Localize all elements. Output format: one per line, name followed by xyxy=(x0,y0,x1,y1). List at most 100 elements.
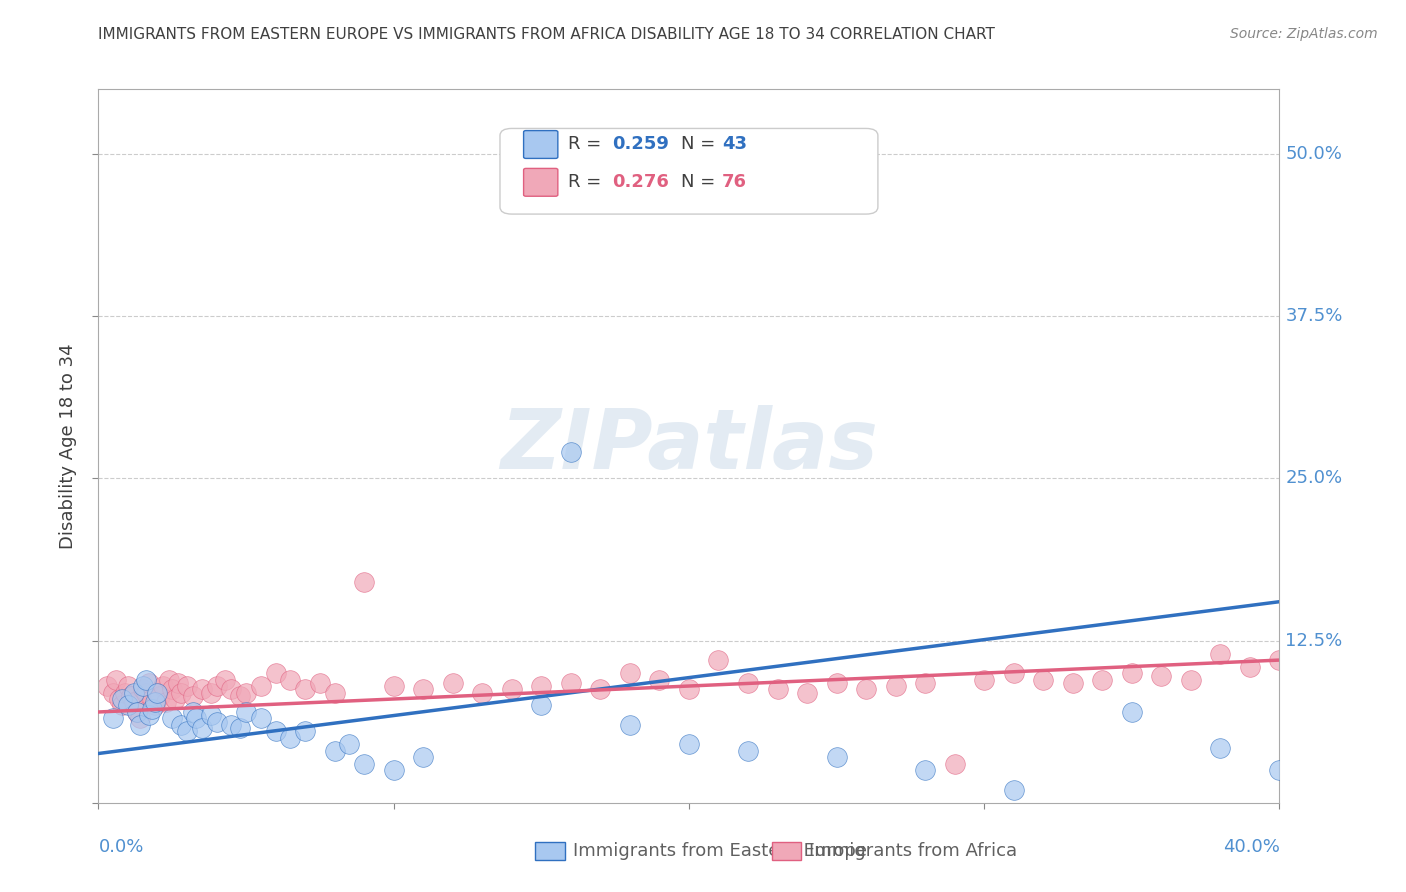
Point xyxy=(619,666,641,681)
Point xyxy=(323,744,346,758)
Point xyxy=(200,707,222,722)
Point xyxy=(353,575,375,590)
Point xyxy=(1091,673,1114,687)
Point xyxy=(200,685,222,699)
Text: 37.5%: 37.5% xyxy=(1285,307,1343,326)
Point xyxy=(530,679,553,693)
Point xyxy=(229,690,252,704)
Point xyxy=(1357,673,1379,687)
Point xyxy=(191,721,214,735)
Point xyxy=(120,690,142,704)
Point xyxy=(176,724,198,739)
Point xyxy=(278,731,302,745)
Point xyxy=(737,676,759,690)
Point xyxy=(382,764,405,778)
Point xyxy=(914,676,936,690)
Text: R =: R = xyxy=(568,136,607,153)
FancyBboxPatch shape xyxy=(501,128,877,214)
Point xyxy=(737,744,759,758)
Point xyxy=(471,685,494,699)
Point xyxy=(176,679,198,693)
Point xyxy=(1121,705,1143,719)
Bar xyxy=(536,842,565,860)
Point xyxy=(96,679,118,693)
Point xyxy=(1209,741,1232,756)
Point xyxy=(229,721,252,735)
Point xyxy=(235,685,257,699)
Point xyxy=(353,756,375,771)
Point xyxy=(135,685,157,699)
Point xyxy=(146,685,169,699)
Point xyxy=(165,692,187,706)
Point xyxy=(103,685,125,699)
Point xyxy=(103,711,125,725)
Text: 0.276: 0.276 xyxy=(612,173,669,191)
Point xyxy=(855,681,877,696)
Point xyxy=(162,681,183,696)
Point xyxy=(250,679,273,693)
Point xyxy=(117,679,139,693)
Point xyxy=(170,685,193,699)
Point xyxy=(294,681,316,696)
Point xyxy=(155,695,177,709)
Text: 40.0%: 40.0% xyxy=(1223,838,1279,856)
Point xyxy=(235,705,257,719)
Point xyxy=(125,705,148,719)
Point xyxy=(138,676,160,690)
Point xyxy=(914,764,936,778)
Point xyxy=(1268,653,1291,667)
Point xyxy=(264,724,287,739)
Bar xyxy=(772,842,801,860)
Text: N =: N = xyxy=(681,173,721,191)
Point xyxy=(122,685,145,699)
FancyBboxPatch shape xyxy=(523,169,558,196)
Text: N =: N = xyxy=(681,136,721,153)
Point xyxy=(619,718,641,732)
Point xyxy=(170,718,193,732)
Point xyxy=(560,676,582,690)
Point xyxy=(1209,647,1232,661)
Point xyxy=(184,711,207,725)
Point xyxy=(149,690,172,704)
Point xyxy=(138,707,160,722)
Point xyxy=(1150,668,1173,682)
Point xyxy=(205,679,228,693)
Point xyxy=(825,676,848,690)
Point xyxy=(412,750,434,764)
Point xyxy=(181,705,204,719)
Text: R =: R = xyxy=(568,173,607,191)
Point xyxy=(111,692,134,706)
Point xyxy=(1121,666,1143,681)
Point xyxy=(167,676,190,690)
Text: 0.259: 0.259 xyxy=(612,136,669,153)
Point xyxy=(648,673,671,687)
Point xyxy=(135,673,157,687)
Point xyxy=(152,679,174,693)
Point xyxy=(1032,673,1054,687)
Point xyxy=(441,676,464,690)
Point xyxy=(157,673,180,687)
Text: 50.0%: 50.0% xyxy=(1285,145,1343,163)
Point xyxy=(825,750,848,764)
Point xyxy=(589,681,612,696)
Point xyxy=(205,715,228,730)
FancyBboxPatch shape xyxy=(523,130,558,159)
Text: 43: 43 xyxy=(723,136,747,153)
Point xyxy=(114,685,136,699)
Text: 76: 76 xyxy=(723,173,747,191)
Point xyxy=(1239,659,1261,673)
Point xyxy=(337,738,360,752)
Point xyxy=(973,673,995,687)
Text: 0.0%: 0.0% xyxy=(98,838,143,856)
Point xyxy=(105,673,128,687)
Point xyxy=(294,724,316,739)
Point xyxy=(214,673,236,687)
Point xyxy=(141,702,163,716)
Point xyxy=(707,653,730,667)
Point xyxy=(117,698,139,713)
Point xyxy=(219,681,242,696)
Text: Source: ZipAtlas.com: Source: ZipAtlas.com xyxy=(1230,27,1378,41)
Point xyxy=(122,695,145,709)
Point xyxy=(382,679,405,693)
Point xyxy=(943,756,966,771)
